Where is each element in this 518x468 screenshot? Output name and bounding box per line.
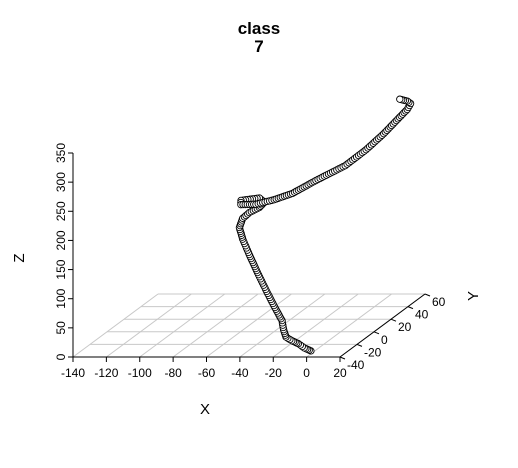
y-axis-title: Y: [465, 291, 482, 301]
y-tick-label: -40: [347, 358, 365, 372]
z-tick-label: 100: [54, 288, 68, 308]
y-tick-mark: [391, 319, 396, 321]
y-tick-mark: [340, 357, 345, 359]
grid-line-x: [140, 294, 225, 357]
x-tick-label: -40: [231, 366, 249, 380]
grid-line-x: [73, 294, 158, 357]
z-tick-label: 50: [54, 321, 68, 335]
x-axis-title: X: [200, 401, 210, 418]
x-tick-label: -80: [164, 366, 182, 380]
y-tick-label: 20: [398, 320, 412, 334]
grid-line-x: [207, 294, 292, 357]
z-tick-label: 150: [54, 259, 68, 279]
x-tick-label: -120: [94, 366, 118, 380]
x-tick-label: 0: [303, 366, 310, 380]
y-tick-label: 0: [381, 333, 388, 347]
y-axis-line: [340, 294, 425, 357]
axis-labels: -140 -120 -100 -80 -60 -40 -20 0 20-40-200204060…: [11, 143, 482, 418]
y-tick-mark: [374, 332, 379, 334]
z-tick-label: 200: [54, 230, 68, 250]
x-tick-label: -20: [265, 366, 283, 380]
z-axis-title: Z: [11, 253, 28, 262]
x-tick-label: -140: [61, 366, 85, 380]
x-tick-label: -100: [128, 366, 152, 380]
y-tick-label: -20: [364, 345, 382, 359]
z-tick-label: 350: [54, 143, 68, 163]
x-tick-label: -60: [198, 366, 216, 380]
data-point: [397, 96, 403, 102]
y-tick-mark: [408, 307, 413, 309]
x-tick-label: 20: [333, 366, 347, 380]
z-tick-label: 300: [54, 172, 68, 192]
y-tick-mark: [357, 344, 362, 346]
z-tick-label: 0: [54, 353, 68, 360]
grid-line-x: [106, 294, 191, 357]
y-tick-label: 60: [432, 295, 446, 309]
y-tick-label: 40: [415, 308, 429, 322]
grid-line-x: [173, 294, 258, 357]
z-tick-label: 250: [54, 201, 68, 221]
y-tick-mark: [425, 294, 430, 296]
